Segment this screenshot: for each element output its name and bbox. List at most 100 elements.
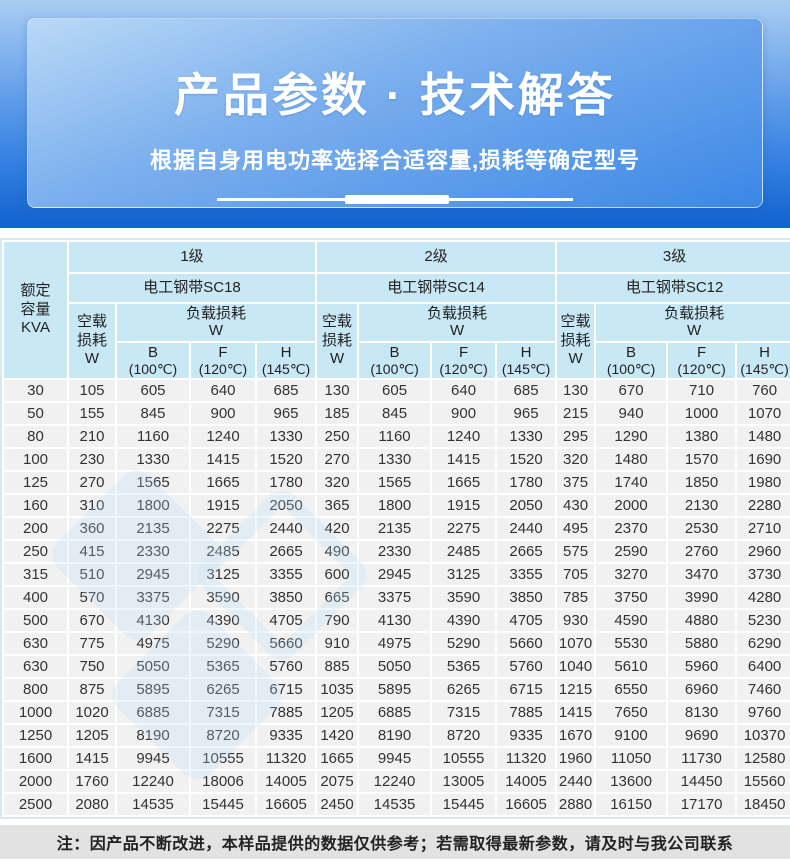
cell: 1330 xyxy=(497,425,556,447)
cell: 3125 xyxy=(191,563,255,585)
cell: 6400 xyxy=(737,655,790,677)
cell: 1520 xyxy=(257,448,316,470)
cell: 710 xyxy=(668,379,736,401)
cell: 630 xyxy=(4,655,67,677)
cell: 1240 xyxy=(432,425,496,447)
header-rated-capacity-line1: 额定 xyxy=(20,281,51,299)
page-title: 产品参数 · 技术解答 xyxy=(174,69,616,121)
cell: 1565 xyxy=(359,471,431,493)
cell: 11320 xyxy=(257,747,316,769)
cell: 1000 xyxy=(668,402,736,424)
temp-value: (145℃) xyxy=(740,360,789,377)
cell: 1240 xyxy=(191,425,255,447)
cell: 1070 xyxy=(737,402,790,424)
header-temp-f: F (120℃) xyxy=(668,342,736,378)
cell: 1665 xyxy=(317,747,358,769)
cell: 14535 xyxy=(117,793,189,815)
header-load-loss-2: 负载损耗 W xyxy=(359,304,556,341)
cell: 1570 xyxy=(668,448,736,470)
cell: 100 xyxy=(4,448,67,470)
noload-line2: 损耗 xyxy=(560,331,591,349)
cell: 30 xyxy=(4,379,67,401)
cell: 12580 xyxy=(737,747,790,769)
header-rated-capacity-line2: 容量 xyxy=(20,300,51,318)
cell: 1960 xyxy=(557,747,595,769)
header-rated-capacity: 额定 容量 KVA xyxy=(4,242,67,378)
cell: 5050 xyxy=(359,655,431,677)
header-temp-b: B (100℃) xyxy=(359,342,431,378)
cell: 7885 xyxy=(257,701,316,723)
cell: 320 xyxy=(557,448,595,470)
cell: 310 xyxy=(69,494,115,516)
cell: 270 xyxy=(69,471,115,493)
cell: 575 xyxy=(557,540,595,562)
cell: 1915 xyxy=(432,494,496,516)
cell: 6885 xyxy=(117,701,189,723)
cell: 8190 xyxy=(117,724,189,746)
cell: 2880 xyxy=(557,793,595,815)
cell: 2000 xyxy=(596,494,667,516)
cell: 3355 xyxy=(497,563,556,585)
cell: 6265 xyxy=(432,678,496,700)
temp-label: F xyxy=(458,343,469,361)
cell: 2330 xyxy=(117,540,189,562)
cell: 845 xyxy=(359,402,431,424)
cell: 5050 xyxy=(117,655,189,677)
cell: 9945 xyxy=(359,747,431,769)
temp-value: (145℃) xyxy=(501,360,551,377)
table-row: 30 105 605 640 685 130 605 640 685 130 670 710 760 xyxy=(4,379,790,401)
table-row: 630 775 4975 5290 5660 910 4975 5290 5660 1070 553… xyxy=(4,632,790,654)
cell: 250 xyxy=(317,425,358,447)
temp-value: (100℃) xyxy=(370,360,419,377)
header-steel-2: 电工钢带SC14 xyxy=(317,274,556,302)
cell: 11320 xyxy=(497,747,556,769)
table-row: 100 230 1330 1415 1520 270 1330 1415 1520 320 1480… xyxy=(4,448,790,470)
cell: 250 xyxy=(4,540,67,562)
cell: 965 xyxy=(497,402,556,424)
cell: 3850 xyxy=(257,586,316,608)
cell: 705 xyxy=(557,563,595,585)
cell: 1415 xyxy=(432,448,496,470)
cell: 8720 xyxy=(432,724,496,746)
noload-line3: W xyxy=(568,350,583,368)
cell: 940 xyxy=(596,402,667,424)
table-row: 125 270 1565 1665 1780 320 1565 1665 1780 375 1740… xyxy=(4,471,790,493)
cell: 3470 xyxy=(668,563,736,585)
table-row: 2000 1760 12240 18006 14005 2075 12240 13005 140… xyxy=(4,770,790,792)
cell: 4280 xyxy=(737,586,790,608)
cell: 640 xyxy=(191,379,255,401)
cell: 800 xyxy=(4,678,67,700)
cell: 5895 xyxy=(359,678,431,700)
cell: 15560 xyxy=(737,770,790,792)
cell: 9335 xyxy=(497,724,556,746)
cell: 2275 xyxy=(191,517,255,539)
cell: 105 xyxy=(69,379,115,401)
cell: 430 xyxy=(557,494,595,516)
cell: 4390 xyxy=(191,609,255,631)
cell: 2590 xyxy=(596,540,667,562)
cell: 5880 xyxy=(668,632,736,654)
cell: 5760 xyxy=(257,655,316,677)
cell: 200 xyxy=(4,517,67,539)
table-row: 250 415 2330 2485 2665 490 2330 2485 2665 575 2590… xyxy=(4,540,790,562)
cell: 1760 xyxy=(69,770,115,792)
cell: 2330 xyxy=(359,540,431,562)
cell: 685 xyxy=(257,379,316,401)
cell: 1600 xyxy=(4,747,67,769)
cell: 5960 xyxy=(668,655,736,677)
cell: 3730 xyxy=(737,563,790,585)
cell: 1780 xyxy=(257,471,316,493)
cell: 570 xyxy=(69,586,115,608)
noload-line2: 损耗 xyxy=(322,331,353,349)
cell: 4130 xyxy=(117,609,189,631)
header-level-2: 2级 xyxy=(317,242,556,272)
cell: 1205 xyxy=(69,724,115,746)
noload-line1: 空载 xyxy=(76,312,107,330)
cell: 2485 xyxy=(191,540,255,562)
load-loss-title: 负载损耗 xyxy=(186,305,247,322)
table-row: 1600 1415 9945 10555 11320 1665 9945 10555 11320… xyxy=(4,747,790,769)
cell: 9100 xyxy=(596,724,667,746)
noload-line2: 损耗 xyxy=(76,331,107,349)
cell: 1380 xyxy=(668,425,736,447)
